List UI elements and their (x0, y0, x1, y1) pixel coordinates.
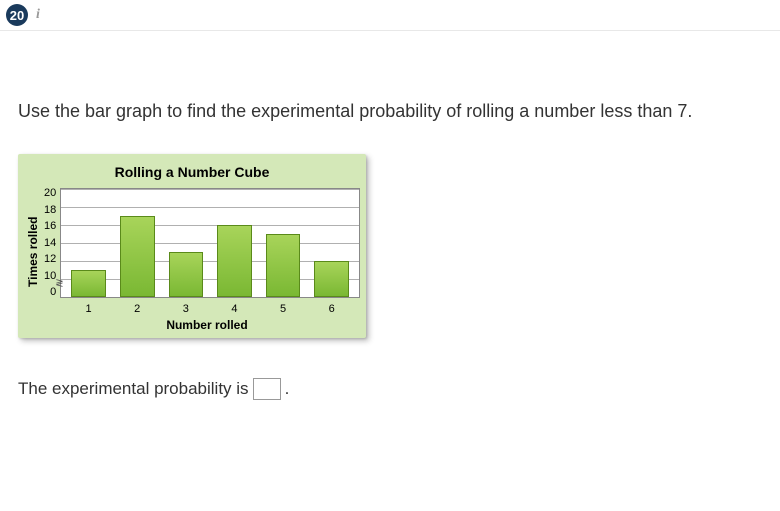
bar-5 (266, 234, 301, 297)
question-text: Use the bar graph to find the experiment… (18, 99, 762, 124)
xlabel: 1 (71, 303, 106, 315)
ytick: 16 (44, 221, 56, 232)
bar-4 (217, 225, 252, 297)
ytick: 14 (44, 238, 56, 249)
answer-sentence: The experimental probability is . (18, 378, 762, 400)
chart-xlabel: Number rolled (24, 318, 360, 332)
xlabel: 4 (217, 303, 252, 315)
chart-xlabels: 1 2 3 4 5 6 (61, 303, 359, 315)
info-icon[interactable]: i (36, 7, 40, 23)
ytick: 20 (44, 188, 56, 199)
bar-2 (120, 216, 155, 297)
answer-suffix: . (285, 379, 290, 399)
chart-bars (61, 189, 359, 297)
bar-1 (71, 270, 106, 297)
problem-number-badge: 20 (6, 4, 28, 26)
xlabel: 6 (314, 303, 349, 315)
chart-title: Rolling a Number Cube (24, 160, 360, 188)
xlabel: 2 (120, 303, 155, 315)
xlabel: 5 (266, 303, 301, 315)
bar-3 (169, 252, 204, 297)
problem-header: 20 i (0, 0, 780, 31)
bar-6 (314, 261, 349, 297)
answer-input[interactable] (253, 378, 281, 400)
chart-ylabel: Times rolled (24, 188, 42, 316)
bar-chart: Rolling a Number Cube Times rolled 20 18… (18, 154, 366, 338)
chart-plot-area: ≷ 1 2 3 4 5 6 (60, 188, 360, 298)
ytick: 18 (44, 205, 56, 216)
content-area: Use the bar graph to find the experiment… (0, 31, 780, 400)
chart-yaxis-ticks: 20 18 16 14 12 10 0 (42, 188, 60, 316)
answer-prefix: The experimental probability is (18, 379, 249, 399)
ytick: 12 (44, 254, 56, 265)
xlabel: 3 (169, 303, 204, 315)
